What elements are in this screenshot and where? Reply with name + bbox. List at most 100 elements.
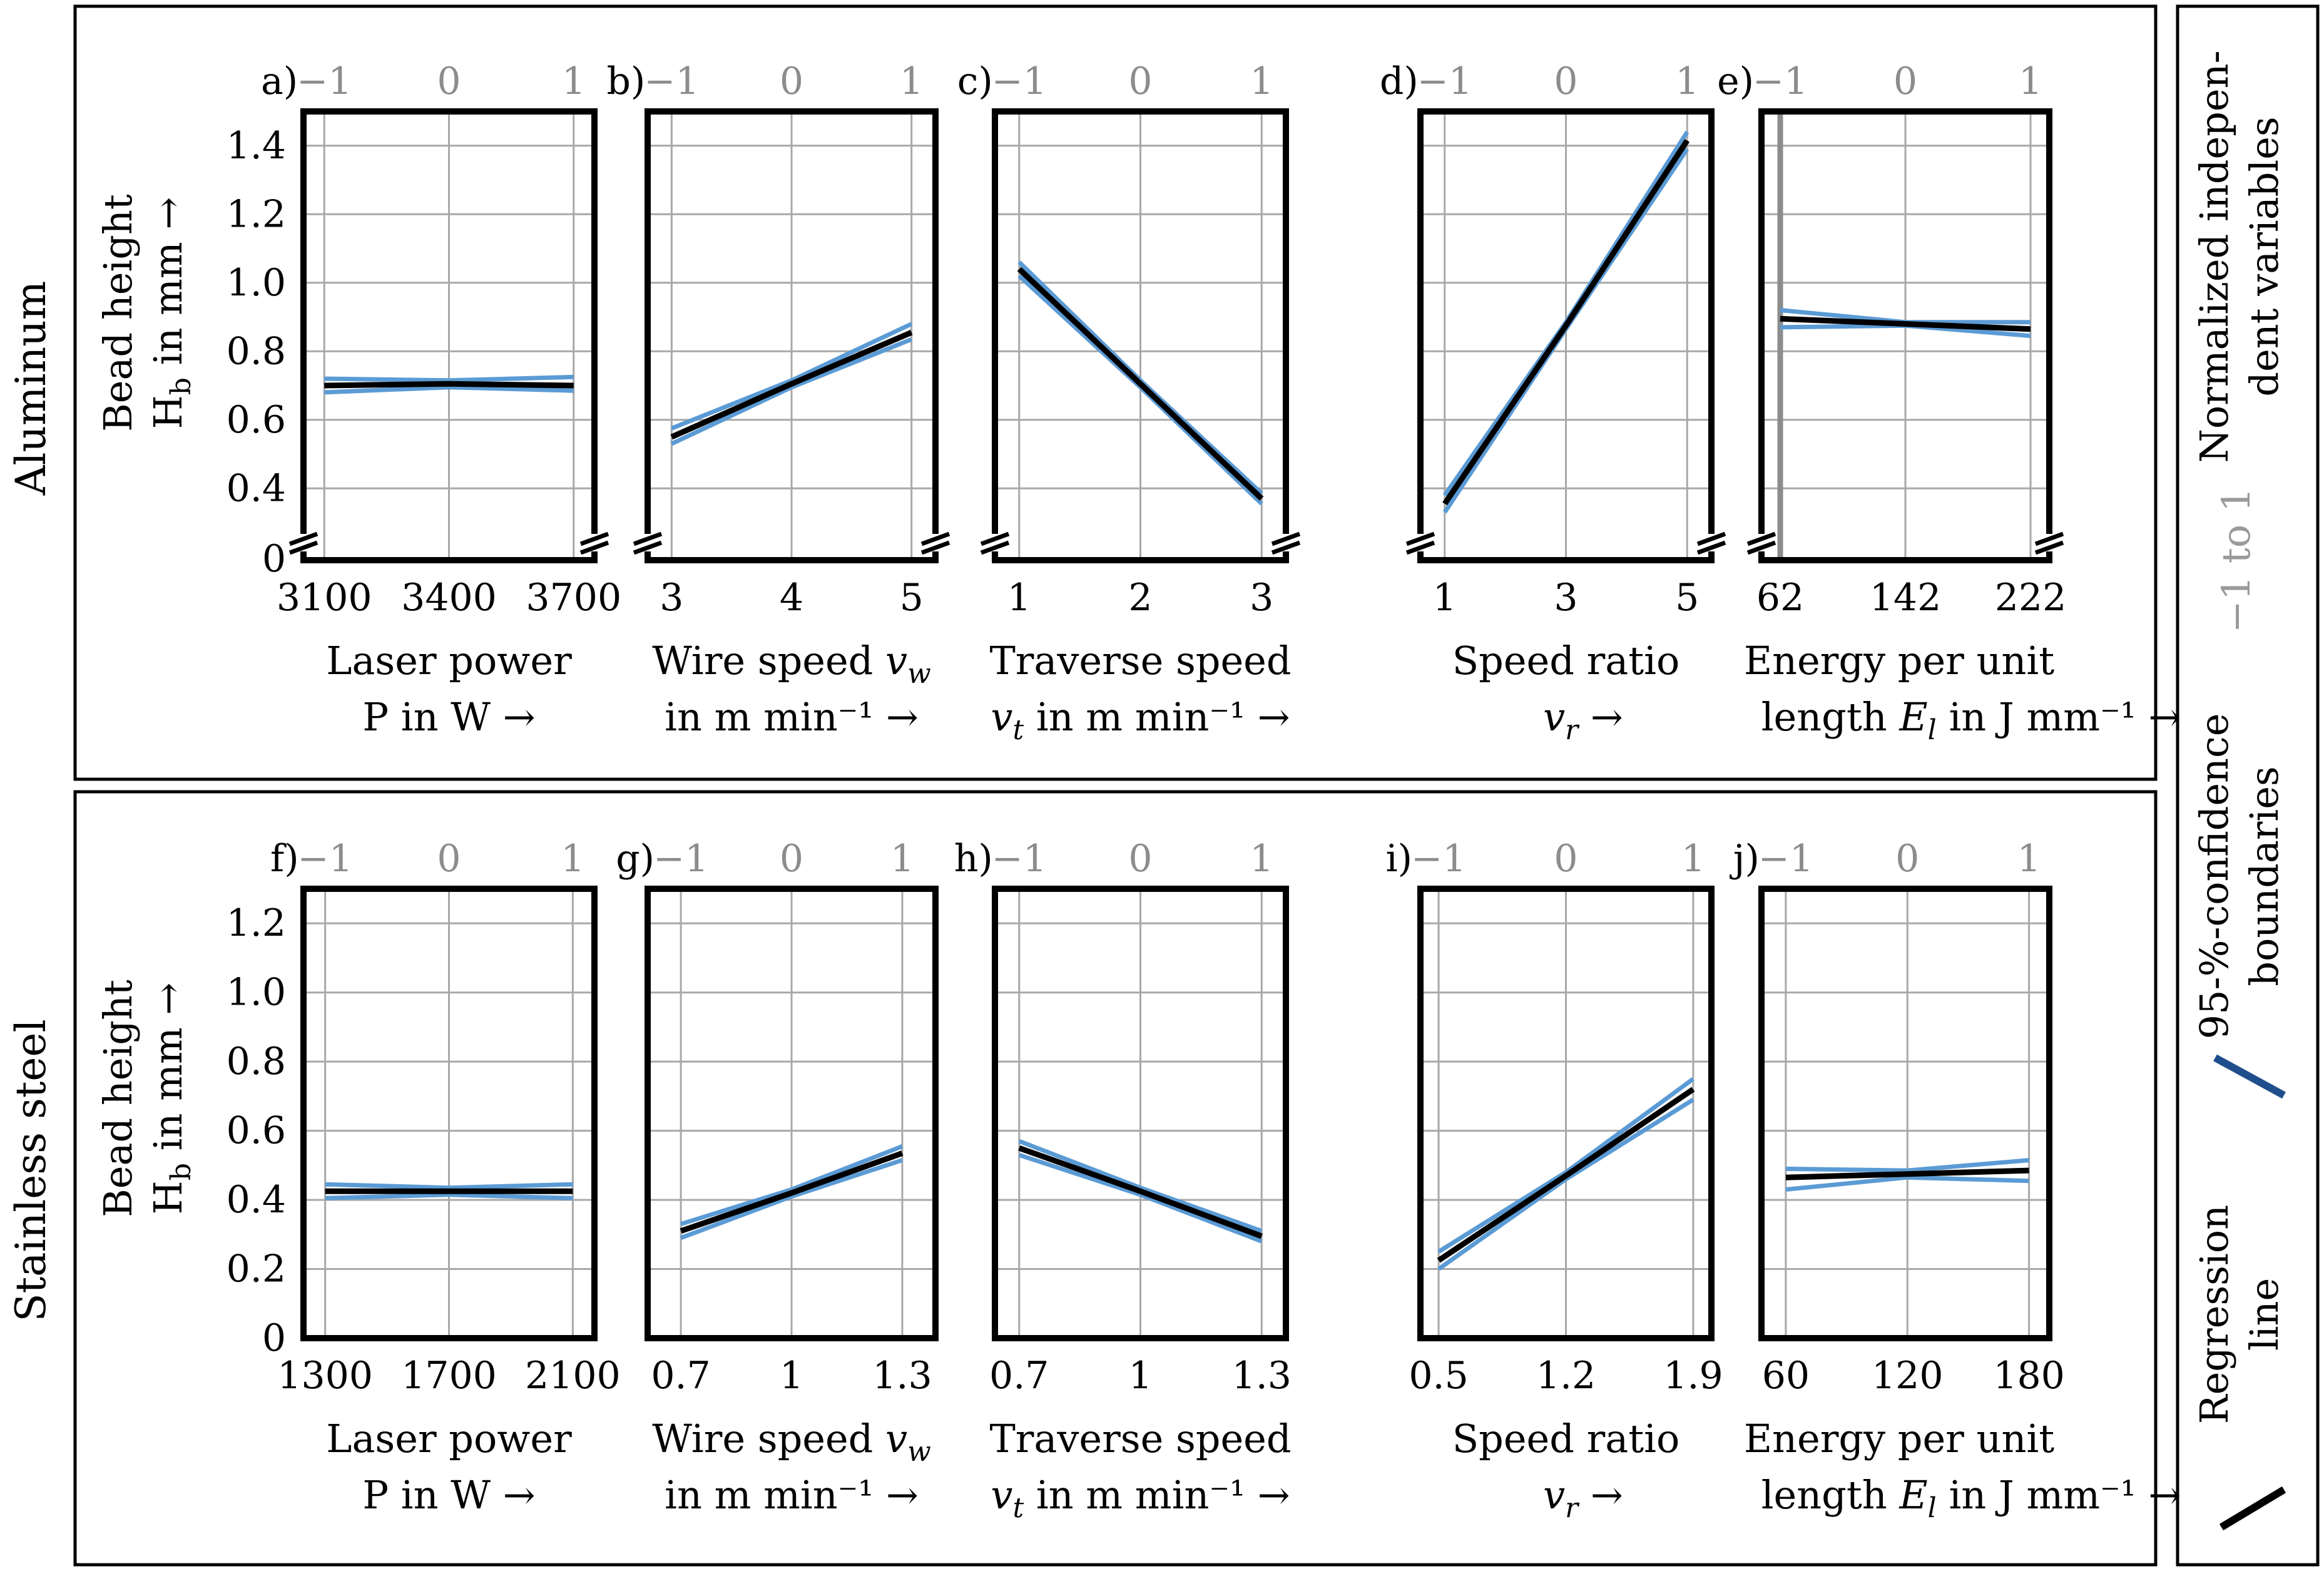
x-tick-label: 120	[1872, 1354, 1944, 1398]
top-tick-label: 0	[1128, 59, 1152, 103]
x-tick-label: 60	[1762, 1354, 1810, 1398]
top-tick-label: 1	[562, 59, 586, 103]
regression-line	[1780, 315, 2031, 332]
x-tick-label: 1.2	[1536, 1354, 1596, 1398]
x-tick-label: 1300	[277, 1354, 373, 1398]
panel-letter: e)	[1717, 59, 1754, 103]
y-tick-label: 1.2	[227, 901, 286, 945]
ci-lower-line	[1018, 1152, 1263, 1244]
x-tick-label: 2	[1128, 576, 1152, 620]
top-tick-label: 0	[437, 837, 461, 881]
x-tick-label: 142	[1870, 576, 1942, 620]
ylabel-line2: Hb in mm →	[145, 983, 197, 1215]
top-tick-label: 0	[780, 59, 803, 103]
chart-panel-f: 0 0.2 0.4 0.6 0.8 1.0 1.2 1300 1700 2100 −1 0 1 f) Las…	[227, 837, 621, 1518]
plot-area-frame	[645, 886, 939, 1341]
x-tick-label: 3	[660, 576, 683, 620]
x-tick-label: 1700	[401, 1354, 497, 1398]
top-tick-label: −1	[297, 59, 352, 103]
axis-break-mark-a-0	[633, 531, 663, 546]
axis-break-mark-b-1	[2034, 540, 2064, 555]
x-axis-label-line1: Energy per unit	[1744, 1416, 2054, 1461]
ci-lower-line	[325, 1192, 573, 1200]
chart-panel-a: 0 0.4 0.6 0.8 1.0 1.2 1.4 3100 3400 3700 −1 0 1 a) Las…	[227, 59, 622, 740]
axis-break-mark-b-1	[1271, 540, 1301, 555]
plot-area-frame	[992, 886, 1289, 1341]
chart-panel-d: 1 3 5 −1 0 1 d) Speed ratio vr →	[1380, 59, 1726, 746]
panel-letter: g)	[616, 837, 655, 881]
x-tick-label: 180	[1993, 1354, 2065, 1398]
panel-letter: d)	[1380, 59, 1419, 103]
x-tick-label: 0.7	[989, 1354, 1049, 1398]
y-tick-label: 0	[262, 537, 286, 581]
plot-area-frame	[1417, 108, 1715, 563]
ci-upper-line	[680, 1144, 904, 1227]
axis-break-mark-b-0	[633, 540, 663, 555]
top-tick-label: 0	[437, 59, 461, 103]
axis-break-mark-a-0	[980, 531, 1010, 546]
panel-letter: c)	[957, 59, 993, 103]
legend-norm-range: −1 to 1	[2213, 488, 2259, 633]
ci-upper-line	[324, 374, 574, 383]
regression-line	[1442, 139, 1690, 506]
chart-panel-c: 1 2 3 −1 0 1 c) Traverse speed vt in m min⁻¹ →	[957, 59, 1301, 746]
axis-break-mark-b-1	[920, 540, 950, 555]
axis-break-mark-b-0	[1405, 540, 1435, 555]
y-tick-label: 1.2	[227, 192, 286, 236]
top-tick-label: 1	[2017, 837, 2041, 881]
aluminum-label: Aluminum	[7, 281, 55, 496]
y-tick-label: 1.0	[227, 261, 286, 305]
axis-break-mark-a-1	[579, 531, 609, 546]
steel-section-frame	[73, 790, 2158, 1567]
legend-norm-label-1: Normalized indepen-	[2191, 51, 2237, 463]
ci-upper-line	[325, 1182, 573, 1190]
x-axis-label-line2: length El in J mm⁻¹ →	[1761, 694, 2181, 746]
ylabel-line1: Bead height	[95, 194, 141, 432]
legend: Regression line 95-%-confidence boundari…	[2191, 51, 2287, 1531]
top-tick-label: 0	[1554, 837, 1577, 881]
stainless-steel-label: Stainless steel	[7, 1019, 55, 1321]
x-axis-label-line1: Wire speed vw	[652, 638, 931, 690]
panel-letter: a)	[261, 59, 298, 103]
top-tick-label: 0	[1893, 59, 1917, 103]
ci-upper-line	[1437, 1077, 1695, 1254]
x-axis-label-line2: length El in J mm⁻¹ →	[1761, 1472, 2181, 1524]
y-tick-label: 0.8	[227, 329, 286, 373]
top-tick-label: 0	[1895, 837, 1919, 881]
x-tick-label: 1.3	[1232, 1354, 1292, 1398]
x-axis-label-line1: Energy per unit	[1744, 638, 2054, 683]
regression-line	[1017, 267, 1264, 501]
top-tick-label: 1	[900, 59, 924, 103]
panel-letter: b)	[607, 59, 646, 103]
axis-break-mark-b-1	[579, 540, 609, 555]
top-tick-label: −1	[1411, 837, 1466, 881]
x-tick-label: 3700	[526, 576, 621, 620]
legend-regression-label-2: line	[2241, 1278, 2287, 1351]
ci-lower-line	[670, 337, 912, 446]
plot-area-frame	[1417, 886, 1715, 1341]
x-axis-label-line2: vt in m min⁻¹ →	[991, 694, 1290, 746]
x-axis-label-line1: Laser power	[326, 638, 572, 683]
axis-break-mark-a-1	[1271, 531, 1301, 546]
legend-regression-swatch	[2219, 1486, 2286, 1531]
axis-break-mark-b-0	[980, 540, 1010, 555]
axis-break-mark-a-1	[920, 531, 950, 546]
plot-area-frame	[1758, 886, 2052, 1341]
top-tick-label: −1	[1758, 837, 1813, 881]
y-tick-label: 0.2	[227, 1247, 286, 1291]
plot-area-frame	[300, 108, 598, 563]
x-tick-label: 3	[1250, 576, 1273, 620]
panel-letter: h)	[954, 837, 993, 881]
y-tick-label: 0	[262, 1316, 286, 1360]
regression-line	[680, 1150, 904, 1234]
x-tick-label: 1.9	[1663, 1354, 1723, 1398]
x-axis-label-line2: in m min⁻¹ →	[665, 1472, 919, 1518]
panel-letter: i)	[1385, 837, 1412, 881]
x-axis-label-line2: P in W →	[362, 1472, 535, 1518]
plot-area-frame	[992, 108, 1289, 563]
legend-regression-label-1: Regression	[2191, 1205, 2237, 1424]
x-tick-label: 1	[1128, 1354, 1152, 1398]
legend-ci-swatch	[2213, 1054, 2286, 1099]
axis-break-mark-a-1	[2034, 531, 2064, 546]
